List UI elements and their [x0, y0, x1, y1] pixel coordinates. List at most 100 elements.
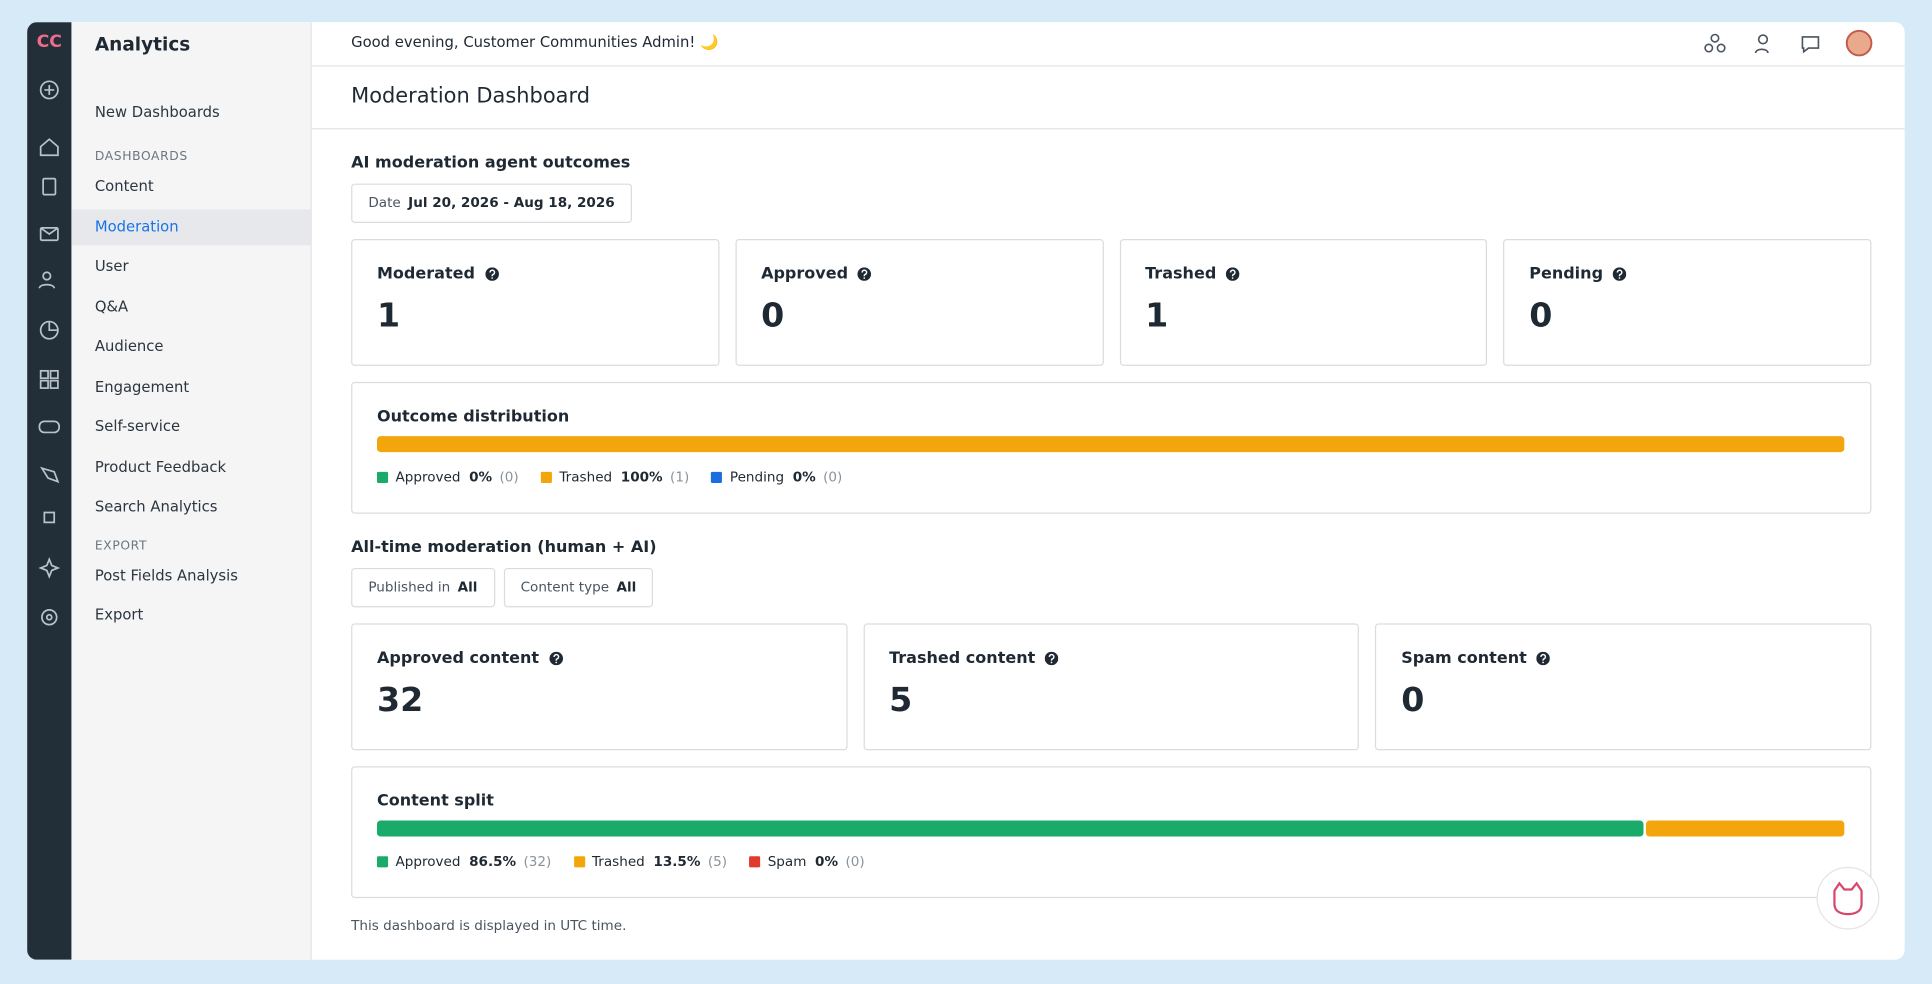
logo[interactable]: CC: [36, 32, 62, 52]
filter-value: Jul 20, 2026 - Aug 18, 2026: [408, 194, 615, 211]
legend-item: Pending 0% (0): [711, 469, 842, 485]
section-title: All-time moderation (human + AI): [351, 538, 657, 557]
metric-label-row: Trashed: [1145, 265, 1240, 283]
stacked-bar: [376, 436, 1845, 453]
legend-share: 13.5%: [653, 853, 701, 870]
sidebar-heading: EXPORT: [94, 539, 148, 553]
help-icon[interactable]: [484, 267, 499, 281]
nav-rail: CC: [27, 22, 72, 960]
legend-share: 0%: [469, 469, 493, 486]
filter-label: Date: [368, 194, 401, 211]
stacked-bar: [376, 820, 1845, 837]
bar-segment: [376, 436, 1845, 453]
sidebar-item[interactable]: Content: [94, 177, 154, 195]
breakdown-card: Content split Approved 86.5% (32) Trashed 13.…: [351, 766, 1872, 899]
bar-segment: [376, 820, 1645, 837]
metric-label-row: Spam content: [1401, 649, 1551, 668]
legend-item: Spam 0% (0): [749, 853, 865, 870]
sidebar-item[interactable]: User: [94, 257, 129, 275]
legend: Approved 0% (0) Trashed 100% (1) Pending 0% (0): [376, 469, 842, 486]
metric-label: Trashed content: [889, 649, 1036, 668]
filter-label: Published in: [368, 579, 451, 596]
breakdown-card: Outcome distribution Approved 0% (0) Trashed…: [351, 381, 1872, 514]
legend-count: (0): [823, 469, 843, 486]
sidebar-heading: DASHBOARDS: [94, 150, 188, 164]
legend: Approved 86.5% (32) Trashed 13.5% (5) Spam 0% (0…: [376, 853, 865, 870]
legend-swatch: [711, 471, 723, 483]
sidebar-item[interactable]: Audience: [94, 337, 164, 355]
metric-card: Spam content 0: [1375, 623, 1872, 751]
header: Good evening, Customer Communities Admin…: [311, 22, 1905, 67]
legend-share: 0%: [792, 469, 816, 486]
section-title: AI moderation agent outcomes: [351, 154, 631, 173]
help-icon[interactable]: [1226, 267, 1240, 281]
sidebar-item[interactable]: Q&A: [94, 297, 129, 315]
page-title: Moderation Dashboard: [351, 83, 591, 109]
legend-name: Trashed: [592, 853, 645, 870]
sidebar-title: Analytics: [94, 33, 191, 56]
legend-item: Approved 0% (0): [376, 469, 519, 486]
legend-name: Trashed: [559, 469, 613, 486]
metric-card: Trashed 1: [1119, 239, 1488, 366]
filter-value: All: [616, 579, 637, 596]
legend-name: Approved: [395, 469, 461, 486]
metric-value: 1: [1145, 296, 1169, 336]
legend-name: Spam: [767, 853, 807, 870]
metric-label: Pending: [1529, 264, 1604, 284]
legend-share: 0%: [815, 853, 839, 870]
filter-value: All: [457, 579, 478, 596]
filters: Date Jul 20, 2026 - Aug 18, 2026: [351, 183, 1871, 223]
filters: Published in All Content type All: [351, 567, 1871, 608]
sidebar-item[interactable]: Export: [94, 606, 144, 624]
legend-swatch: [376, 471, 389, 483]
filter-button[interactable]: Date Jul 20, 2026 - Aug 18, 2026: [351, 183, 632, 223]
help-icon[interactable]: [1612, 267, 1627, 281]
sidebar-item[interactable]: Self-service: [94, 417, 181, 435]
header-icons[interactable]: [1703, 29, 1875, 60]
metric-card: Trashed content 5: [863, 623, 1360, 751]
legend-item: Approved 86.5% (32): [376, 853, 552, 870]
metric-value: 32: [376, 681, 424, 720]
legend-count: (0): [499, 469, 519, 486]
sidebar-item[interactable]: Product Feedback: [94, 457, 227, 475]
legend-share: 100%: [620, 469, 663, 486]
metric-card: Approved 0: [735, 239, 1104, 366]
metric-card: Approved content 32: [351, 623, 848, 751]
metric-value: 1: [376, 296, 401, 336]
legend-name: Pending: [729, 469, 785, 486]
breakdown-title: Content split: [376, 792, 494, 811]
sidebar-item[interactable]: Search Analytics: [94, 497, 218, 515]
legend-swatch: [749, 856, 761, 868]
legend-swatch: [540, 471, 552, 483]
help-icon[interactable]: [548, 651, 563, 666]
content: AI moderation agent outcomes Date Jul 20, …: [312, 152, 1905, 934]
sidebar-item[interactable]: Moderation: [71, 208, 311, 245]
metric-value: 5: [889, 681, 913, 720]
sidebar-item[interactable]: New Dashboards: [94, 103, 220, 121]
sidebar-item[interactable]: Post Fields Analysis: [94, 566, 238, 584]
metric-card: Pending 0: [1503, 239, 1872, 366]
legend-share: 86.5%: [469, 853, 517, 870]
legend-swatch: [376, 856, 389, 868]
metric-card: Moderated 1: [351, 239, 720, 366]
cards: Moderated 1 Approved 0 Trashed 1 Pending 0: [351, 239, 1872, 366]
cards: Approved content 32 Trashed content 5 Spam c…: [351, 623, 1872, 751]
legend-count: (32): [523, 853, 552, 870]
metric-label-row: Trashed content: [889, 649, 1059, 668]
metric-label: Trashed: [1145, 264, 1217, 284]
assistant-button[interactable]: [1816, 866, 1880, 930]
legend-item: Trashed 100% (1): [540, 469, 689, 486]
filter-label: Content type: [520, 579, 610, 596]
help-icon[interactable]: [1536, 651, 1551, 666]
metric-value: 0: [761, 296, 785, 336]
filter-button[interactable]: Content type All: [503, 567, 654, 608]
help-icon[interactable]: [1045, 651, 1059, 666]
filter-button[interactable]: Published in All: [351, 567, 495, 608]
help-icon[interactable]: [857, 267, 872, 281]
sidebar-item[interactable]: Engagement: [94, 377, 190, 395]
metric-label-row: Approved: [761, 265, 872, 283]
rail-icons[interactable]: [37, 79, 62, 646]
metric-value: 0: [1529, 296, 1553, 336]
bar-segment: [1646, 820, 1845, 837]
